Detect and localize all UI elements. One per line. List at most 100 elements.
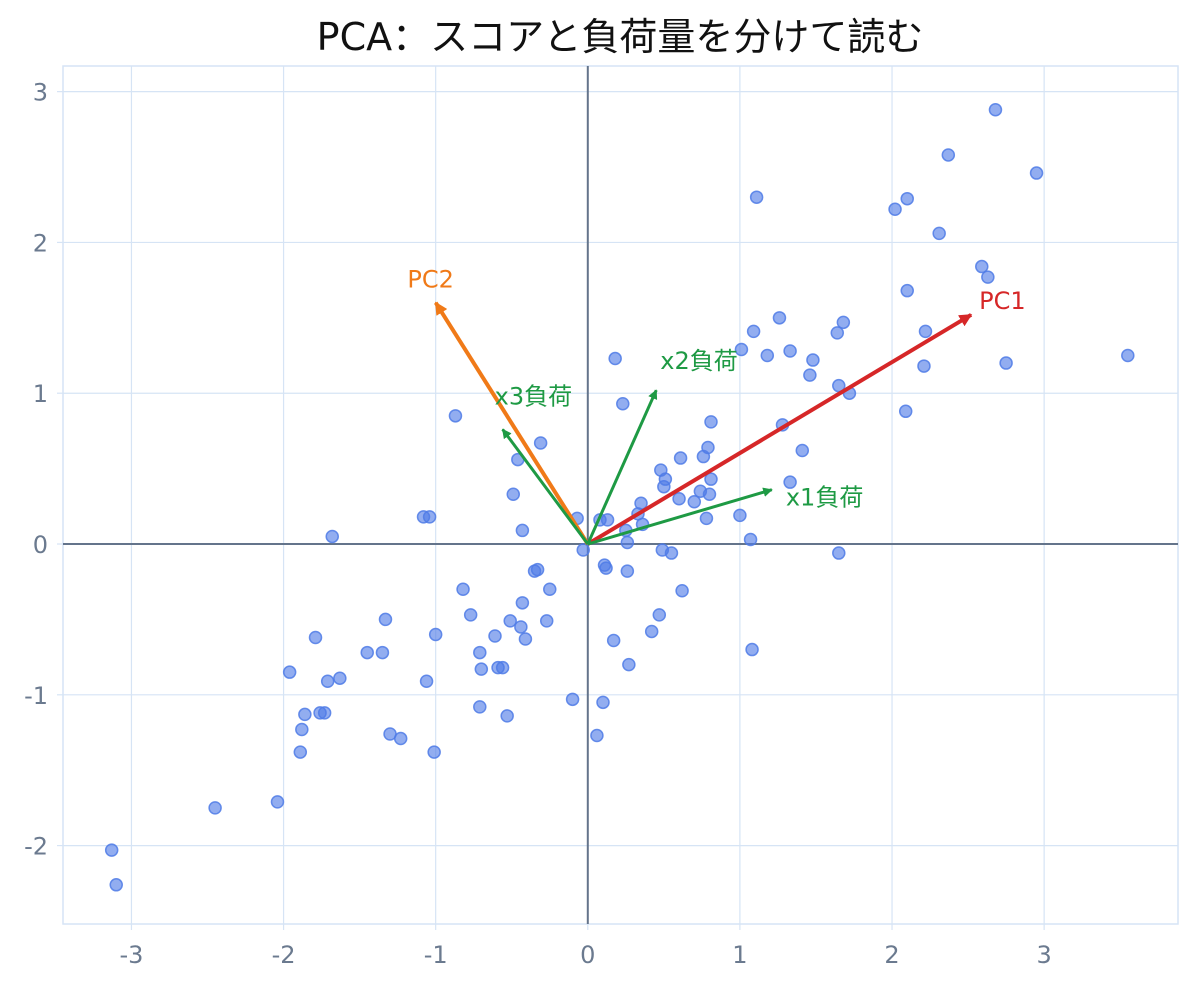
- score-point: [664, 546, 679, 560]
- score-point: [803, 368, 817, 382]
- score-point: [282, 665, 297, 679]
- score-point: [320, 674, 335, 688]
- score-point: [473, 700, 487, 714]
- score-point: [687, 495, 702, 509]
- score-point: [941, 148, 956, 162]
- score-point: [658, 472, 673, 486]
- score-point: [533, 436, 548, 450]
- score-point: [620, 564, 635, 578]
- score-point: [506, 487, 521, 501]
- score-point: [832, 546, 846, 560]
- plot-frame: [62, 65, 1179, 925]
- score-point: [918, 324, 933, 339]
- score-point: [360, 645, 374, 660]
- score-point: [270, 795, 285, 809]
- score-point: [456, 582, 470, 596]
- score-point: [488, 629, 502, 643]
- score-point: [760, 348, 775, 363]
- zero-axes: [63, 66, 1178, 924]
- score-point: [830, 326, 845, 340]
- grid-lines: [57, 65, 1179, 930]
- score-point: [514, 620, 528, 634]
- arrow-label-pc2: PC2: [407, 266, 454, 294]
- score-point: [616, 397, 630, 411]
- y-tick-label: 0: [33, 531, 48, 559]
- x-tick-label: -1: [424, 941, 448, 969]
- arrow-label-x2: x2負荷: [660, 347, 737, 375]
- score-point: [515, 596, 530, 610]
- score-point: [333, 671, 347, 685]
- score-point: [675, 584, 689, 598]
- score-point: [673, 451, 688, 465]
- y-tick-label: 3: [33, 79, 48, 107]
- x-tick-label: 3: [1036, 941, 1051, 969]
- score-point: [652, 608, 667, 622]
- score-point: [745, 642, 759, 657]
- score-point: [888, 202, 902, 217]
- score-point: [393, 731, 408, 746]
- score-point: [734, 342, 749, 357]
- score-point: [515, 523, 530, 538]
- score-point: [981, 270, 995, 284]
- score-point: [463, 608, 478, 622]
- score-point: [749, 190, 764, 204]
- score-point: [308, 630, 323, 645]
- score-point: [378, 612, 393, 627]
- y-tick-label: 2: [33, 229, 48, 257]
- x-tick-label: -3: [119, 941, 143, 969]
- score-point: [733, 508, 747, 523]
- score-point: [325, 529, 339, 544]
- score-point: [620, 535, 635, 550]
- score-point: [590, 728, 604, 743]
- arrow-pc2: [433, 301, 590, 546]
- score-point: [208, 801, 222, 815]
- score-point: [975, 259, 989, 274]
- loading-arrows: PC1 PC2 x1負荷 x2負荷 x3負荷: [407, 266, 1026, 546]
- score-point: [704, 472, 718, 486]
- score-point: [422, 510, 437, 524]
- score-point: [448, 409, 463, 423]
- score-point: [576, 543, 590, 557]
- score-point: [606, 633, 621, 648]
- score-point: [932, 226, 946, 241]
- score-point: [104, 843, 119, 857]
- score-point: [704, 415, 718, 429]
- score-point: [503, 614, 517, 628]
- score-point: [473, 645, 487, 660]
- score-point: [596, 695, 610, 710]
- score-point: [427, 745, 441, 759]
- score-point: [672, 492, 686, 506]
- y-tick-label: -2: [24, 833, 48, 861]
- score-point: [518, 632, 533, 646]
- y-tick-label: 1: [33, 380, 48, 408]
- score-point: [419, 674, 434, 688]
- arrow-label-x3: x3負荷: [495, 382, 572, 410]
- score-points: [104, 102, 1135, 892]
- score-point: [495, 660, 510, 675]
- arrow-x1: [587, 487, 773, 546]
- score-point: [530, 562, 545, 577]
- score-point: [317, 706, 332, 720]
- score-point: [500, 709, 514, 723]
- x-tick-label: 2: [884, 941, 899, 969]
- score-point: [795, 443, 810, 458]
- score-point: [608, 351, 622, 366]
- score-point: [622, 657, 636, 672]
- score-point: [1121, 348, 1135, 363]
- score-point: [701, 440, 715, 455]
- score-point: [783, 475, 797, 489]
- score-point: [375, 645, 390, 660]
- score-point: [699, 511, 714, 526]
- score-point: [109, 878, 123, 892]
- score-point: [539, 614, 554, 628]
- arrow-x2: [586, 389, 658, 545]
- score-point: [543, 582, 557, 596]
- score-point: [702, 487, 717, 501]
- tick-labels: -3 -2 -1 0 1 2 3 -2 -1 0 1 2 3: [24, 79, 1052, 969]
- score-point: [806, 353, 820, 367]
- score-point: [988, 102, 1003, 117]
- score-point: [1029, 166, 1044, 180]
- score-point: [293, 745, 308, 759]
